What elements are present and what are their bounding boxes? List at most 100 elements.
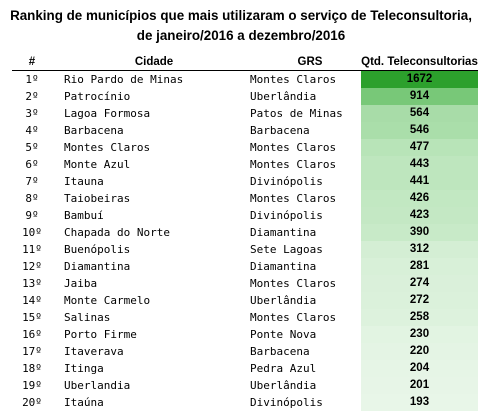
- qtd-color-scale-cell: [361, 224, 478, 241]
- table-row: 8º Taiobeiras Montes Claros 426: [12, 190, 478, 207]
- table-row: 11º Buenópolis Sete Lagoas 312: [12, 241, 478, 258]
- table-row: 16º Porto Firme Ponte Nova 230: [12, 326, 478, 343]
- qtd-color-scale-cell: [361, 207, 478, 224]
- city-cell: Montes Claros: [64, 141, 151, 154]
- qtd-cell: 477: [409, 141, 430, 153]
- rank-cell: 12º: [22, 260, 42, 273]
- city-cell: Taiobeiras: [64, 192, 131, 205]
- table-row: 5º Montes Claros Montes Claros 477: [12, 139, 478, 156]
- city-cell: Jaiba: [64, 277, 98, 290]
- qtd-color-scale-cell: [361, 394, 478, 411]
- qtd-color-scale-cell: [361, 377, 478, 394]
- rank-cell: 13º: [22, 277, 42, 290]
- qtd-color-scale-cell: [361, 292, 478, 309]
- rank-cell: 8º: [25, 192, 39, 205]
- city-cell: Buenópolis: [64, 243, 131, 256]
- city-cell: Monte Carmelo: [64, 294, 151, 307]
- city-cell: Itinga: [64, 362, 104, 375]
- grs-cell: Divinópolis: [250, 175, 323, 188]
- rank-cell: 1º: [25, 73, 39, 86]
- rank-cell: 17º: [22, 345, 42, 358]
- rank-cell: 19º: [22, 379, 42, 392]
- qtd-cell: 312: [409, 243, 430, 255]
- grs-cell: Patos de Minas: [250, 107, 343, 120]
- table-header-row: # Cidade GRS Qtd. Teleconsultorias: [12, 55, 478, 71]
- qtd-cell: 914: [409, 90, 430, 102]
- table-row: 10º Chapada do Norte Diamantina 390: [12, 224, 478, 241]
- page-title: Ranking de municípios que mais utilizara…: [0, 6, 482, 46]
- grs-cell: Ponte Nova: [250, 328, 317, 341]
- grs-cell: Barbacena: [250, 124, 310, 137]
- city-cell: Uberlandia: [64, 379, 131, 392]
- header-grs: GRS: [297, 56, 323, 68]
- table-row: 12º Diamantina Diamantina 281: [12, 258, 478, 275]
- grs-cell: Diamantina: [250, 226, 317, 239]
- qtd-cell: 426: [409, 192, 430, 204]
- grs-cell: Barbacena: [250, 345, 310, 358]
- city-cell: Barbacena: [64, 124, 124, 137]
- table-row: 1º Rio Pardo de Minas Montes Claros 1672: [12, 71, 478, 88]
- rank-cell: 7º: [25, 175, 39, 188]
- city-cell: Itaúna: [64, 396, 104, 409]
- header-city: Cidade: [134, 56, 174, 68]
- city-cell: Diamantina: [64, 260, 131, 273]
- qtd-color-scale-cell: [361, 190, 478, 207]
- grs-cell: Diamantina: [250, 260, 317, 273]
- grs-cell: Montes Claros: [250, 311, 337, 324]
- rank-cell: 2º: [25, 90, 39, 103]
- qtd-cell: 220: [409, 345, 430, 357]
- qtd-cell: 201: [409, 379, 430, 391]
- rank-cell: 4º: [25, 124, 39, 137]
- qtd-color-scale-cell: [361, 105, 478, 122]
- ranking-table: # Cidade GRS Qtd. Teleconsultorias 1º Rio…: [12, 55, 478, 411]
- table-row: 15º Salinas Montes Claros 258: [12, 309, 478, 326]
- grs-cell: Montes Claros: [250, 73, 337, 86]
- grs-cell: Montes Claros: [250, 158, 337, 171]
- grs-cell: Uberlândia: [250, 379, 317, 392]
- table-row: 9º Bambuí Divinópolis 423: [12, 207, 478, 224]
- grs-cell: Montes Claros: [250, 277, 337, 290]
- rank-cell: 10º: [22, 226, 42, 239]
- city-cell: Bambuí: [64, 209, 104, 222]
- table-row: 17º Itaverava Barbacena 220: [12, 343, 478, 360]
- table-row: 4º Barbacena Barbacena 546: [12, 122, 478, 139]
- table-row: 14º Monte Carmelo Uberlândia 272: [12, 292, 478, 309]
- rank-cell: 3º: [25, 107, 39, 120]
- qtd-cell: 274: [409, 277, 430, 289]
- qtd-color-scale-cell: [361, 156, 478, 173]
- city-cell: Porto Firme: [64, 328, 137, 341]
- qtd-color-scale-cell: [361, 71, 478, 88]
- qtd-color-scale-cell: [361, 122, 478, 139]
- qtd-cell: 423: [409, 209, 430, 221]
- city-cell: Salinas: [64, 311, 111, 324]
- qtd-color-scale-cell: [361, 326, 478, 343]
- qtd-cell: 193: [409, 396, 430, 408]
- table-row: 19º Uberlandia Uberlândia 201: [12, 377, 478, 394]
- qtd-cell: 281: [409, 260, 430, 272]
- city-cell: Lagoa Formosa: [64, 107, 151, 120]
- rank-cell: 6º: [25, 158, 39, 171]
- qtd-cell: 204: [409, 362, 430, 374]
- table-row: 13º Jaiba Montes Claros 274: [12, 275, 478, 292]
- rank-cell: 16º: [22, 328, 42, 341]
- qtd-cell: 443: [409, 158, 430, 170]
- rank-cell: 9º: [25, 209, 39, 222]
- rank-cell: 14º: [22, 294, 42, 307]
- qtd-color-scale-cell: [361, 343, 478, 360]
- city-cell: Itauna: [64, 175, 104, 188]
- grs-cell: Montes Claros: [250, 141, 337, 154]
- qtd-cell: 546: [409, 124, 430, 136]
- header-rank: #: [28, 56, 36, 68]
- qtd-cell: 1672: [406, 73, 433, 85]
- qtd-color-scale-cell: [361, 275, 478, 292]
- qtd-cell: 390: [409, 226, 430, 238]
- city-cell: Itaverava: [64, 345, 124, 358]
- grs-cell: Uberlândia: [250, 90, 317, 103]
- rank-cell: 18º: [22, 362, 42, 375]
- table-row: 20º Itaúna Divinópolis 193: [12, 394, 478, 411]
- grs-cell: Uberlândia: [250, 294, 317, 307]
- grs-cell: Divinópolis: [250, 209, 323, 222]
- city-cell: Chapada do Norte: [64, 226, 170, 239]
- table-row: 2º Patrocínio Uberlândia 914: [12, 88, 478, 105]
- grs-cell: Pedra Azul: [250, 362, 317, 375]
